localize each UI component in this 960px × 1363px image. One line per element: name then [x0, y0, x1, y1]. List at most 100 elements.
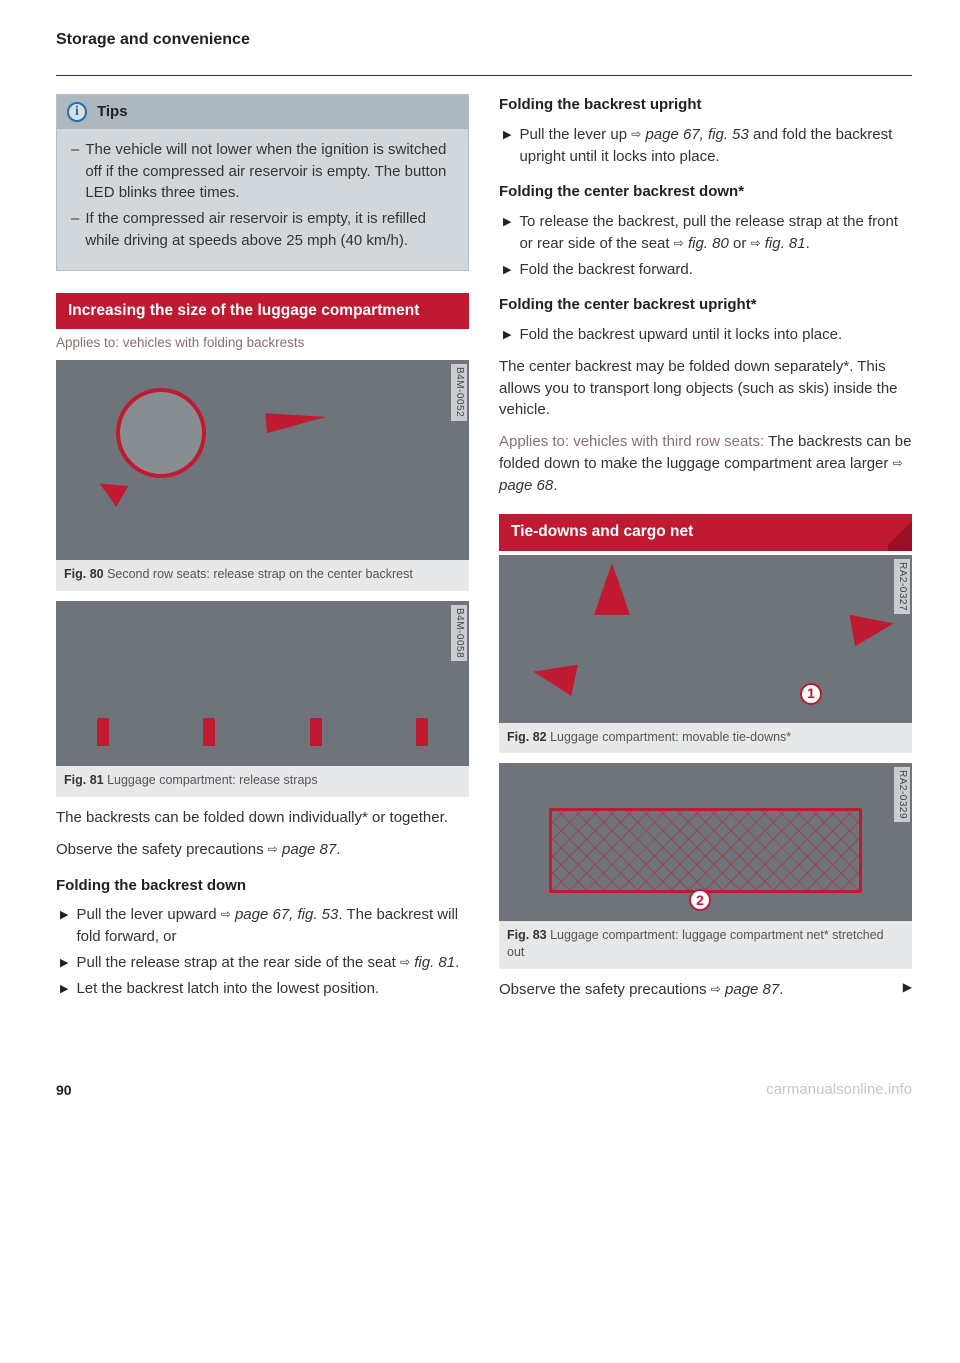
figure-caption: Fig. 82 Luggage compartment: movable tie…	[499, 723, 912, 746]
list-text: Fold the backrest forward.	[519, 259, 912, 281]
list-item: ▶ Fold the backrest forward.	[503, 259, 912, 281]
figure-caption-text: Second row seats: release strap on the c…	[104, 567, 413, 581]
tips-box: i Tips – The vehicle will not lower when…	[56, 94, 469, 271]
triangle-icon: ▶	[503, 128, 511, 168]
arrow-icon	[594, 563, 630, 615]
triangle-icon: ▶	[60, 908, 68, 948]
text: .	[806, 235, 810, 252]
arrow-icon	[94, 473, 129, 507]
text: Observe the safety precautions	[56, 841, 268, 858]
release-straps	[97, 718, 427, 748]
tips-text: If the compressed air reservoir is empty…	[85, 208, 454, 252]
cross-ref: page 67, fig. 53	[235, 906, 338, 923]
cross-ref: page 87	[725, 981, 779, 998]
figure-caption: Fig. 81 Luggage compartment: release str…	[56, 766, 469, 789]
footer: 90 carmanualsonline.info	[56, 1079, 912, 1101]
figure-code: RA2-0327	[894, 559, 911, 614]
right-column: Folding the backrest upright ▶ Pull the …	[499, 94, 912, 1011]
text: .	[455, 954, 459, 971]
figure-82: RA2-0327 1 Fig. 82 Luggage compartment: …	[499, 555, 912, 754]
dash-icon: –	[71, 208, 79, 252]
figure-number: Fig. 83	[507, 928, 547, 942]
text: Pull the lever upward	[76, 906, 220, 923]
arrow-icon	[850, 607, 897, 646]
watermark: carmanualsonline.info	[766, 1079, 912, 1101]
arrow-icon	[530, 656, 578, 696]
figure-image: B4M-0058	[56, 601, 469, 766]
figure-80: B4M-0052 Fig. 80 Second row seats: relea…	[56, 360, 469, 591]
figure-code: B4M-0058	[451, 605, 468, 661]
cross-ref: page 87	[282, 841, 336, 858]
text: Pull the release strap at the rear side …	[76, 954, 400, 971]
triangle-icon: ▶	[503, 215, 511, 255]
left-column: i Tips – The vehicle will not lower when…	[56, 94, 469, 1011]
link-arrow-icon: ⇨	[674, 236, 684, 250]
figure-83: RA2-0329 2 Fig. 83 Luggage compartment: …	[499, 763, 912, 969]
link-arrow-icon: ⇨	[221, 907, 231, 921]
triangle-icon: ▶	[503, 328, 511, 346]
arrow-icon	[265, 407, 327, 433]
text: Observe the safety precautions	[499, 981, 711, 998]
list-item: ▶ Pull the release strap at the rear sid…	[60, 952, 469, 974]
figure-image: B4M-0052	[56, 360, 469, 560]
strap-icon	[97, 718, 109, 746]
callout-badge-1: 1	[800, 683, 822, 705]
figure-caption: Fig. 80 Second row seats: release strap …	[56, 560, 469, 583]
strap-icon	[416, 718, 428, 746]
paragraph: Observe the safety precautions ⇨ page 87…	[56, 839, 469, 861]
section-header: Tie-downs and cargo net	[499, 514, 912, 550]
subheading: Folding the backrest upright	[499, 94, 912, 116]
cargo-net-graphic	[549, 808, 863, 893]
figure-caption: Fig. 83 Luggage compartment: luggage com…	[499, 921, 912, 961]
triangle-icon: ▶	[60, 982, 68, 1000]
tips-text: The vehicle will not lower when the igni…	[85, 139, 454, 204]
link-arrow-icon: ⇨	[631, 127, 641, 141]
figure-code: B4M-0052	[451, 364, 468, 420]
link-arrow-icon: ⇨	[893, 456, 903, 470]
info-icon: i	[67, 102, 87, 122]
tips-item: – The vehicle will not lower when the ig…	[71, 139, 454, 204]
cross-ref: page 68	[499, 477, 553, 494]
link-arrow-icon: ⇨	[751, 236, 761, 250]
subheading: Folding the backrest down	[56, 875, 469, 897]
page-header: Storage and convenience	[56, 28, 912, 57]
list-item: ▶ Fold the backrest upward until it lock…	[503, 324, 912, 346]
list-item: ▶ To release the backrest, pull the rele…	[503, 211, 912, 255]
link-arrow-icon: ⇨	[711, 982, 721, 996]
text: Pull the lever up	[519, 126, 631, 143]
list-item: ▶ Pull the lever upward ⇨ page 67, fig. …	[60, 904, 469, 948]
cross-ref: page 67, fig. 53	[645, 126, 748, 143]
callout-badge-2: 2	[689, 889, 711, 911]
header-rule	[56, 75, 912, 76]
figure-image: RA2-0329 2	[499, 763, 912, 921]
applies-to: Applies to: vehicles with folding backre…	[56, 333, 469, 353]
callout-circle	[116, 388, 206, 478]
figure-caption-text: Luggage compartment: movable tie-downs*	[547, 730, 792, 744]
paragraph: Applies to: vehicles with third row seat…	[499, 431, 912, 496]
text: or	[729, 235, 751, 252]
list-text: Pull the release strap at the rear side …	[76, 952, 469, 974]
list-text: Pull the lever upward ⇨ page 67, fig. 53…	[76, 904, 469, 948]
figure-code: RA2-0329	[894, 767, 911, 822]
link-arrow-icon: ⇨	[400, 955, 410, 969]
tips-label: Tips	[97, 101, 128, 123]
cross-ref: fig. 81	[414, 954, 455, 971]
paragraph: The backrests can be folded down individ…	[56, 807, 469, 829]
cross-ref: fig. 81	[765, 235, 806, 252]
subheading: Folding the center backrest upright*	[499, 294, 912, 316]
triangle-icon: ▶	[503, 263, 511, 281]
applies-inline: Applies to: vehicles with third row seat…	[499, 433, 764, 450]
list-text: Fold the backrest upward until it locks …	[519, 324, 912, 346]
subheading: Folding the center backrest down*	[499, 181, 912, 203]
list-text: Let the backrest latch into the lowest p…	[76, 978, 469, 1000]
strap-icon	[310, 718, 322, 746]
figure-81: B4M-0058 Fig. 81 Luggage compartment: re…	[56, 601, 469, 797]
list-text: Pull the lever up ⇨ page 67, fig. 53 and…	[519, 124, 912, 168]
figure-number: Fig. 82	[507, 730, 547, 744]
page-number: 90	[56, 1080, 72, 1100]
strap-icon	[203, 718, 215, 746]
tips-header: i Tips	[57, 95, 468, 129]
link-arrow-icon: ⇨	[268, 842, 278, 856]
list-text: To release the backrest, pull the releas…	[519, 211, 912, 255]
figure-caption-text: Luggage compartment: luggage compartment…	[507, 928, 884, 959]
